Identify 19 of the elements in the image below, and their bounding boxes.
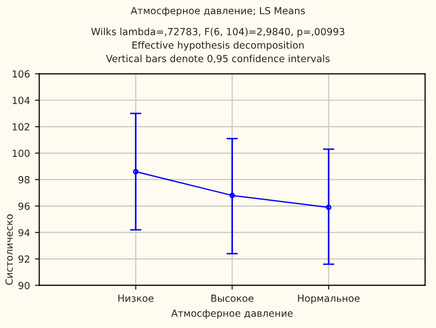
y-tick-label: 98	[18, 176, 30, 184]
x-tick-label: Нормальное	[298, 294, 360, 304]
point	[132, 168, 138, 174]
point	[326, 204, 332, 210]
y-tick-label: 96	[18, 202, 30, 210]
y-tick-label: 100	[12, 150, 30, 157]
point	[229, 192, 235, 198]
chart-title: Атмосферное давление; LS Means	[130, 6, 305, 16]
x-tick-label: Высокое	[211, 294, 254, 302]
y-axis-title: Систолическо	[5, 214, 13, 285]
y-tick-label: 94	[18, 228, 30, 236]
y-tick-label: 90	[18, 282, 30, 290]
x-axis-title: Атмосферное давление	[171, 310, 293, 319]
y-tick-label: 102	[12, 123, 30, 131]
y-tick-label: 104	[12, 96, 30, 104]
chart-subtitle: Wilks lambda=,72783, F(6, 104)=2,9840, p=,00993 Effective hypothesis decomposition Vertical bars denote 0,95 confidence intervals	[91, 28, 344, 64]
y-tick-label: 92	[18, 255, 30, 263]
y-tick-label: 106	[12, 70, 30, 78]
x-tick-label: Низкое	[118, 294, 154, 302]
